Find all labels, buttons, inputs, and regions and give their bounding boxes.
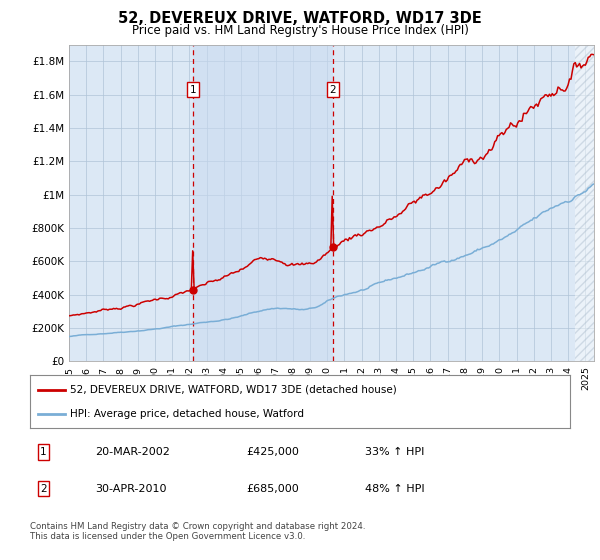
Text: Contains HM Land Registry data © Crown copyright and database right 2024.
This d: Contains HM Land Registry data © Crown c… (30, 522, 365, 542)
Text: 1: 1 (190, 85, 197, 95)
Bar (193, 45, 333, 361)
Text: 30-APR-2010: 30-APR-2010 (95, 484, 166, 494)
Text: HPI: Average price, detached house, Watford: HPI: Average price, detached house, Watf… (71, 409, 305, 419)
Text: 48% ↑ HPI: 48% ↑ HPI (365, 484, 424, 494)
Text: 52, DEVEREUX DRIVE, WATFORD, WD17 3DE: 52, DEVEREUX DRIVE, WATFORD, WD17 3DE (118, 11, 482, 26)
Text: 2: 2 (329, 85, 336, 95)
Text: 2: 2 (40, 484, 47, 494)
Text: 52, DEVEREUX DRIVE, WATFORD, WD17 3DE (detached house): 52, DEVEREUX DRIVE, WATFORD, WD17 3DE (d… (71, 385, 397, 395)
Text: 1: 1 (40, 447, 47, 457)
Bar (575, 45, 594, 361)
Text: 20-MAR-2002: 20-MAR-2002 (95, 447, 170, 457)
Text: £685,000: £685,000 (246, 484, 299, 494)
Text: 33% ↑ HPI: 33% ↑ HPI (365, 447, 424, 457)
Text: £425,000: £425,000 (246, 447, 299, 457)
Text: Price paid vs. HM Land Registry's House Price Index (HPI): Price paid vs. HM Land Registry's House … (131, 24, 469, 36)
